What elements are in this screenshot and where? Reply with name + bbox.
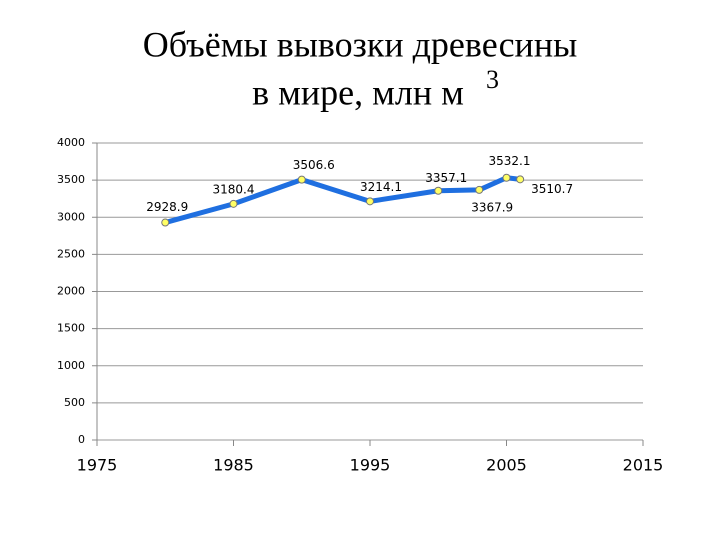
data-label: 2928.9 [146, 200, 188, 214]
data-label: 3532.1 [489, 154, 531, 168]
x-tick-label: 1995 [350, 456, 391, 475]
data-line [164, 175, 521, 225]
x-tick-label: 2015 [623, 456, 664, 475]
data-point [366, 197, 374, 206]
data-label: 3180.4 [213, 182, 255, 196]
data-point [516, 175, 525, 184]
data-point [434, 186, 443, 195]
data-point [229, 199, 238, 208]
data-point [161, 218, 170, 227]
x-tick-label: 1985 [213, 456, 254, 475]
data-label: 3357.1 [425, 171, 467, 185]
y-tick-label: 0 [78, 433, 85, 446]
y-tick-label: 3500 [57, 173, 85, 186]
chart-title: Объёмы вывозки древесины [143, 24, 578, 64]
y-tick-label: 500 [64, 396, 85, 409]
data-point [502, 173, 511, 182]
data-label: 3510.7 [531, 182, 573, 196]
y-tick-label: 1500 [57, 322, 85, 335]
y-tick-label: 4000 [57, 136, 85, 149]
x-tick-label: 1975 [77, 456, 118, 475]
x-tick-label: 2005 [486, 456, 527, 475]
y-tick-label: 2000 [57, 285, 85, 298]
chart-title-superscript: 3 [486, 65, 499, 94]
data-label: 3214.1 [360, 180, 402, 194]
data-point [475, 185, 484, 194]
y-tick-label: 3000 [57, 210, 85, 223]
data-point [297, 175, 306, 184]
data-label: 3506.6 [293, 158, 335, 172]
chart-title: в мире, млн м [252, 72, 464, 112]
y-tick-label: 1000 [57, 359, 85, 372]
data-label: 3367.9 [471, 200, 513, 214]
y-tick-label: 2500 [57, 247, 85, 260]
